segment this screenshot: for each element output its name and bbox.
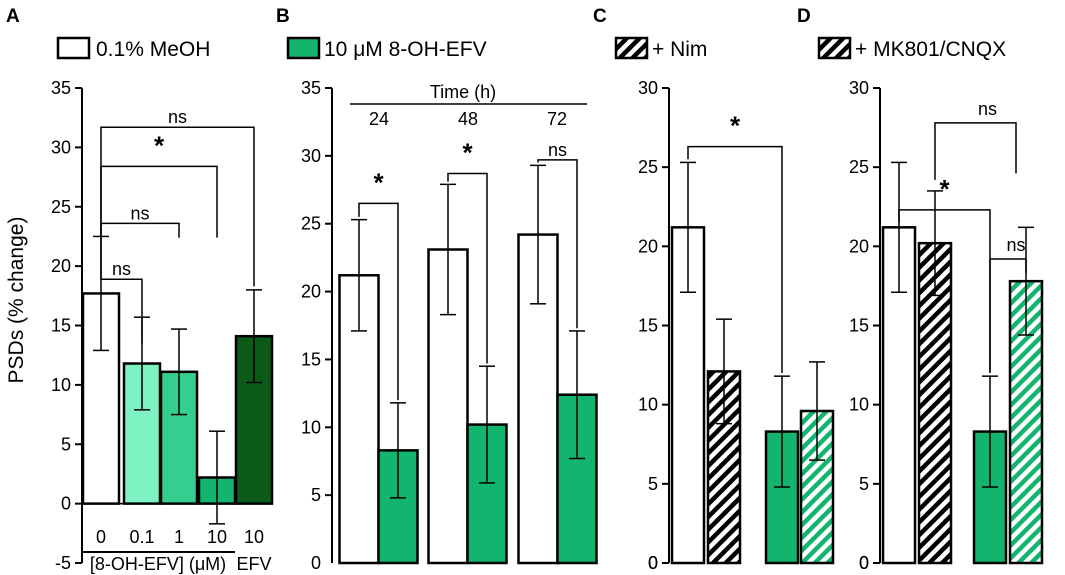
significance-label: *: [154, 130, 165, 160]
y-tick-label: 25: [51, 197, 71, 217]
y-tick-label: 15: [51, 316, 71, 336]
y-tick-label: -5: [55, 553, 71, 573]
panel-a: A 0.1% MeOH PSDs (% change) -50510152025…: [5, 6, 274, 574]
panel-letter-c: C: [593, 6, 607, 27]
panel-letter-d: D: [797, 6, 811, 27]
y-tick-label: 5: [61, 434, 71, 454]
time-group-48: 48: [458, 109, 478, 129]
y-tick-label: 20: [301, 282, 321, 302]
significance-label: ns: [548, 140, 567, 160]
legend-swatch-nim: [614, 36, 649, 60]
y-tick-label: 20: [638, 236, 658, 256]
y-tick-label: 5: [859, 474, 869, 494]
y-tick-label: 25: [301, 214, 321, 234]
panel-letter-a: A: [6, 6, 20, 27]
legend-swatch-meoh: [56, 36, 91, 60]
y-tick-label: 25: [638, 157, 658, 177]
significance-bracket: [100, 165, 218, 238]
significance-label: *: [730, 111, 741, 141]
significance-bracket: [447, 172, 488, 364]
y-tick-label: 0: [61, 494, 71, 514]
x-tick-0: 0: [96, 527, 106, 547]
y-tick-label: 30: [638, 78, 658, 98]
x-group-label-a: [8-OH-EFV] (μM): [90, 554, 226, 574]
y-tick-label: 30: [301, 146, 321, 166]
y-tick-label: 20: [51, 256, 71, 276]
significance-label: *: [373, 167, 384, 197]
y-tick-label: 15: [301, 349, 321, 369]
y-tick-label: 35: [51, 78, 71, 98]
legend-swatch-mk801: [817, 36, 852, 60]
significance-label: ns: [1006, 235, 1025, 255]
significance-bracket: [358, 202, 399, 401]
y-tick-label: 0: [648, 553, 658, 573]
time-group-24: 24: [369, 109, 389, 129]
y-tick-label: 0: [648, 553, 658, 573]
significance-label: *: [462, 138, 473, 168]
y-tick-label: 35: [301, 78, 321, 98]
time-label: Time (h): [430, 82, 496, 102]
legend-label-efv: 10 μM 8-OH-EFV: [324, 38, 487, 61]
significance-label: *: [939, 174, 950, 204]
y-tick-label: 10: [638, 395, 658, 415]
legend-swatch-efv: [286, 36, 321, 60]
y-tick-label: 30: [51, 137, 71, 157]
plot-area-b: 5 10 15 20 25 30 35 0 * * ns: [301, 78, 598, 573]
significance-bracket: [537, 159, 578, 329]
x-tick-10: 10: [207, 527, 227, 547]
x-axis-labels-a: 0 0.1 1 10 10 [8-OH-EFV] (μM) EFV: [82, 527, 272, 574]
significance-bracket: [934, 122, 1017, 180]
y-tick-label: 15: [638, 316, 658, 336]
y-tick-label: 15: [849, 316, 869, 336]
y-tick-label: 0: [859, 553, 869, 573]
y-tick-label: 30: [849, 78, 869, 98]
legend-label-nim: + Nim: [652, 38, 707, 61]
y-tick-label: 20: [849, 236, 869, 256]
significance-bracket: [687, 145, 783, 373]
significance-label: ns: [978, 99, 997, 119]
time-group-72: 72: [547, 109, 567, 129]
y-tick-label: 5: [648, 474, 658, 494]
x-group-extra-a: EFV: [236, 554, 271, 574]
significance-bracket: [100, 222, 180, 238]
panel-b: B 10 μM 8-OH-EFV Time (h) 24 48 72 5 10 15…: [276, 6, 598, 573]
y-tick-label: 10: [51, 375, 71, 395]
significance-bracket: [989, 258, 1027, 372]
significance-label: ns: [130, 203, 149, 223]
significance-label: ns: [168, 107, 187, 127]
y-tick-label: 10: [849, 395, 869, 415]
x-tick-1: 1: [174, 527, 184, 547]
y-tick-label: 25: [849, 157, 869, 177]
x-tick-0-1: 0.1: [129, 527, 154, 547]
x-tick-10-efv: 10: [244, 527, 264, 547]
y-tick-label: 5: [311, 485, 321, 505]
legend-label-meoh: 0.1% MeOH: [96, 38, 210, 61]
panel-letter-b: B: [276, 6, 290, 27]
legend-label-mk801: + MK801/CNQX: [855, 38, 1006, 61]
y-axis-label: PSDs (% change): [5, 217, 28, 384]
y-tick-label: 10: [301, 417, 321, 437]
significance-label: ns: [112, 259, 131, 279]
significance-bracket: [100, 126, 255, 287]
significance-bracket: [100, 235, 143, 344]
y-tick-label: 0: [859, 553, 869, 573]
y-tick-label: 0: [311, 553, 321, 573]
